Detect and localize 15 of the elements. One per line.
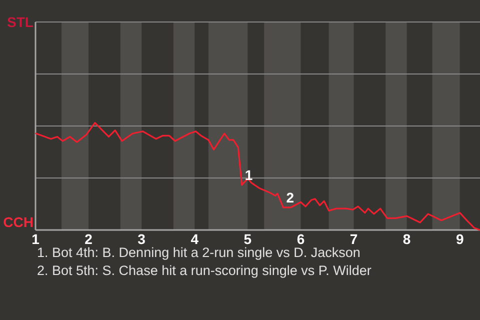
x-tick-label: 1: [32, 231, 40, 247]
x-tick-label: 9: [456, 231, 464, 247]
x-tick-label: 3: [138, 231, 146, 247]
x-tick-label: 4: [190, 231, 199, 247]
x-tick-label: 8: [402, 231, 411, 247]
annotation: 1: [244, 166, 253, 183]
text: STL: [7, 14, 34, 30]
x-tick-label: 7: [350, 231, 358, 247]
x-tick-label: 6: [296, 231, 305, 247]
text: CCH: [3, 214, 34, 230]
text: 2. Bot 5th: S. Chase hit a run-scoring single vs P. Wilder: [37, 263, 372, 278]
annotation: 2: [286, 189, 294, 206]
x-tick-label: 5: [244, 231, 252, 247]
text: 1. Bot 4th: B. Denning hit a 2-run single vs D. Jackson: [37, 245, 360, 260]
x-tick-label: 2: [84, 231, 93, 247]
